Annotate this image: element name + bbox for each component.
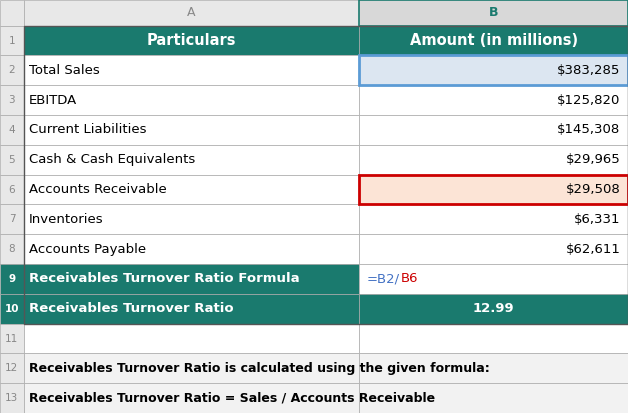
Bar <box>24 294 359 324</box>
Text: EBITDA: EBITDA <box>29 94 77 107</box>
Bar <box>359 324 628 354</box>
Bar <box>24 26 628 324</box>
Text: $125,820: $125,820 <box>557 94 620 107</box>
Text: $383,285: $383,285 <box>557 64 620 77</box>
Text: A: A <box>187 6 196 19</box>
Bar <box>359 354 628 383</box>
Bar <box>0 354 24 383</box>
Bar <box>359 234 628 264</box>
Bar <box>24 145 359 175</box>
Bar <box>0 175 24 204</box>
Bar <box>0 294 24 324</box>
Bar <box>24 115 359 145</box>
Text: $145,308: $145,308 <box>557 123 620 136</box>
Text: 11: 11 <box>5 334 19 344</box>
Bar <box>359 175 628 204</box>
Bar <box>0 26 24 55</box>
Bar <box>359 264 628 294</box>
Text: 10: 10 <box>4 304 19 314</box>
Bar <box>359 55 628 85</box>
Text: 12: 12 <box>5 363 19 373</box>
Bar <box>24 324 359 354</box>
Bar <box>0 115 24 145</box>
Bar <box>359 145 628 175</box>
Text: Receivables Turnover Ratio Formula: Receivables Turnover Ratio Formula <box>29 273 300 285</box>
Text: =B2/: =B2/ <box>367 273 400 285</box>
Text: Cash & Cash Equivalents: Cash & Cash Equivalents <box>29 153 195 166</box>
Bar <box>359 85 628 115</box>
Text: 2: 2 <box>9 65 15 75</box>
Bar <box>359 204 628 234</box>
Text: 6: 6 <box>9 185 15 195</box>
Bar <box>359 115 628 145</box>
Bar <box>0 55 24 85</box>
Text: 5: 5 <box>9 155 15 165</box>
Text: 4: 4 <box>9 125 15 135</box>
Bar <box>24 55 359 85</box>
Bar <box>24 85 359 115</box>
Bar <box>24 204 359 234</box>
Text: B: B <box>489 6 499 19</box>
Text: 13: 13 <box>5 393 19 403</box>
Text: 8: 8 <box>9 244 15 254</box>
Text: 7: 7 <box>9 214 15 224</box>
Text: Receivables Turnover Ratio: Receivables Turnover Ratio <box>29 302 234 315</box>
Bar <box>24 354 359 383</box>
Bar <box>0 264 24 294</box>
Text: 9: 9 <box>8 274 16 284</box>
Bar <box>359 26 628 55</box>
Bar <box>24 0 359 26</box>
Text: Amount (in millions): Amount (in millions) <box>409 33 578 48</box>
Bar <box>0 145 24 175</box>
Bar <box>0 234 24 264</box>
Text: Current Liabilities: Current Liabilities <box>29 123 146 136</box>
Text: Accounts Payable: Accounts Payable <box>29 242 146 256</box>
Text: $29,965: $29,965 <box>566 153 620 166</box>
Bar <box>359 0 628 26</box>
Text: Inventories: Inventories <box>29 213 104 226</box>
Text: Total Sales: Total Sales <box>29 64 100 77</box>
Bar <box>359 383 628 413</box>
Bar <box>24 383 359 413</box>
Text: Receivables Turnover Ratio is calculated using the given formula:: Receivables Turnover Ratio is calculated… <box>29 362 490 375</box>
Text: 3: 3 <box>9 95 15 105</box>
Bar <box>359 175 628 204</box>
Bar <box>359 294 628 324</box>
Text: Receivables Turnover Ratio = Sales / Accounts Receivable: Receivables Turnover Ratio = Sales / Acc… <box>29 392 435 405</box>
Bar <box>0 383 24 413</box>
Bar <box>24 26 359 55</box>
Bar <box>0 0 24 26</box>
Text: Accounts Receivable: Accounts Receivable <box>29 183 166 196</box>
Text: $29,508: $29,508 <box>566 183 620 196</box>
Bar <box>0 85 24 115</box>
Text: B6: B6 <box>401 273 419 285</box>
Bar <box>24 264 359 294</box>
Text: $6,331: $6,331 <box>574 213 620 226</box>
Text: 1: 1 <box>9 36 15 45</box>
Text: 12.99: 12.99 <box>473 302 514 315</box>
Bar <box>359 55 628 85</box>
Text: Particulars: Particulars <box>147 33 236 48</box>
Bar <box>0 204 24 234</box>
Bar <box>24 234 359 264</box>
Text: $62,611: $62,611 <box>566 242 620 256</box>
Bar <box>24 175 359 204</box>
Bar <box>0 324 24 354</box>
